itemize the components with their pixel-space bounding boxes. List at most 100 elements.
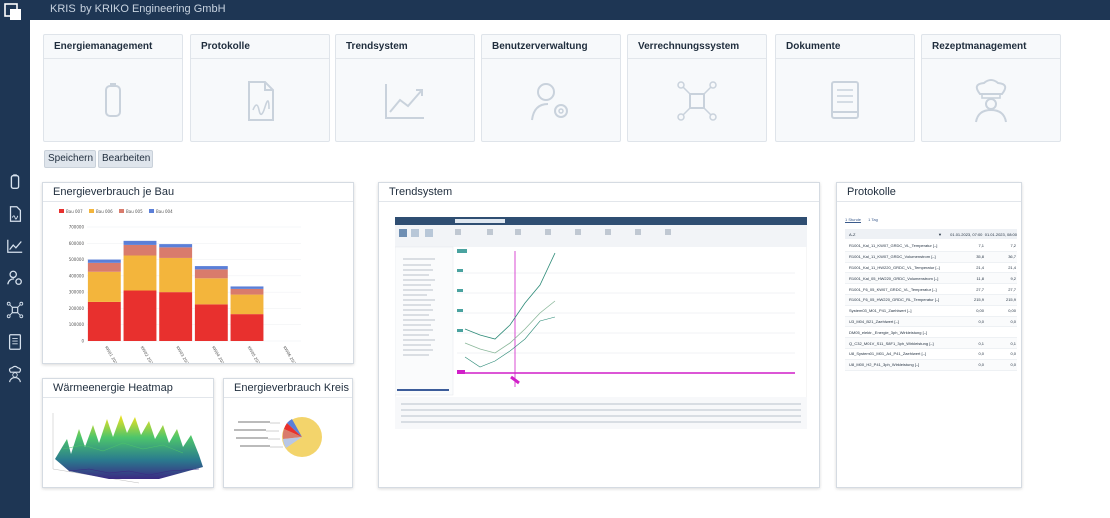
table-row[interactable]: Q_C32_M01V_S11_S8F1_3ph_Wirkleistung [–]… (845, 338, 1017, 349)
row-value-2: 0,0 (1010, 318, 1016, 324)
tile-trendsystem[interactable]: Trendsystem (335, 34, 475, 142)
row-value-2: 0,00 (1008, 308, 1016, 314)
protocols-table-body: R1001_Kal_11_KW07_GRDC_VL_Temperatur [–]… (845, 241, 1017, 371)
chef-icon (922, 77, 1060, 125)
bar-segment (159, 247, 193, 258)
table-row[interactable]: R1001_Kal_11_KW07_GRDC_VL_Temperatur [–]… (845, 241, 1017, 252)
y-tick-label: 200000 (69, 306, 85, 311)
tile-dokumente[interactable]: Dokumente (775, 34, 915, 142)
bar-segment (87, 259, 121, 263)
bar-segment (159, 292, 193, 341)
tile-label: Benutzerverwaltung (492, 41, 588, 52)
table-row[interactable]: U8_M00_H2_P41_3ph_Wirkleistung [–] 0,0 0,0 (845, 359, 1017, 371)
row-name: R1001_Kal_11_HW220_GRDC_VL_Temperatur [–… (849, 264, 940, 270)
bar-segment (123, 244, 157, 256)
panel-title: Wärmeenergie Heatmap (53, 382, 173, 394)
tile-label: Dokumente (786, 41, 841, 52)
row-value-2: 0,0 (1010, 351, 1016, 357)
y-tick-label: 600000 (69, 241, 85, 246)
bar-segment (194, 304, 228, 341)
energy-pie-chart (234, 417, 322, 457)
panel-title: Protokolle (847, 186, 896, 198)
bar-segment (87, 301, 121, 341)
trend-icon (336, 77, 474, 125)
table-row[interactable]: R1001_F6_05_KW07_GRDC_VL_Temperatur [–] 2… (845, 284, 1017, 295)
row-value-1: 11,8 (976, 275, 985, 281)
legend-label: Bau 006 (96, 209, 113, 214)
row-value-2: 36,7 (1008, 254, 1016, 260)
tab-1-stunde[interactable]: 1 Stunde (845, 217, 862, 223)
tile-label: Rezeptmanagement (932, 41, 1027, 52)
table-row[interactable]: U3_M04_B21_Zaehlwert [–] 0,0 0,0 (845, 316, 1017, 328)
y-tick-label: 300000 (69, 290, 85, 295)
row-value-2: 27,7 (1008, 286, 1016, 292)
chef-icon[interactable] (5, 363, 25, 385)
protocols-tabs: 1 Stunde 1 Tag (845, 217, 1017, 223)
tile-protokolle[interactable]: Protokolle (190, 34, 330, 142)
tile-verrechnungssystem[interactable]: Verrechnungssystem (627, 34, 767, 142)
table-row[interactable]: R1001_Kal_05_HW220_GRDC_Volumenstrom [–]… (845, 273, 1017, 285)
x-tick-label: KW05 2024 (247, 345, 263, 363)
bar-segment (194, 278, 228, 305)
network-icon (628, 77, 766, 125)
column-header-az[interactable]: A-Z (849, 231, 856, 237)
y-tick-label: 100000 (69, 322, 85, 327)
row-value-2: 215,9 (1005, 297, 1016, 303)
tile-energiemanagement[interactable]: Energiemanagement (43, 34, 183, 142)
protocols-table-header: A-Z ▼ 01.01.2023, 07:00 01.01.2023, 08:0… (845, 229, 1017, 239)
table-row[interactable]: R1001_Kal_11_HW220_GRDC_VL_Temperatur [–… (845, 262, 1017, 274)
bar-segment (123, 290, 157, 341)
row-name: R1001_Kal_05_HW220_GRDC_Volumenstrom [–] (849, 275, 939, 281)
legend-swatch (119, 209, 124, 213)
battery-icon[interactable] (5, 171, 25, 193)
bar-segment (123, 240, 157, 245)
table-row[interactable]: R1001_Kal_11_KW07_GRDC_Volumenstrom [–] 3… (845, 251, 1017, 263)
company-name: by KRIKO Engineering GmbH (80, 3, 226, 15)
y-tick-label: 400000 (69, 273, 85, 278)
row-value-1: 35,8 (976, 254, 984, 260)
bar-segment (230, 314, 264, 341)
date-col-2: 01.01.2023, 08:00 (984, 231, 1017, 237)
legend-swatch (89, 209, 94, 213)
x-tick-label: KW02 2024 (140, 345, 156, 363)
row-value-1: 21,4 (976, 264, 984, 270)
energy-bar-panel: Energieverbrauch je Bau Bau 007 Bau 006 Ba… (42, 182, 354, 364)
y-tick-label: 700000 (69, 225, 85, 230)
book-icon[interactable] (5, 331, 25, 353)
row-name: U3_M04_B21_Zaehlwert [–] (849, 318, 899, 324)
row-value-1: 27,7 (976, 286, 984, 292)
tile-rezeptmanagement[interactable]: Rezeptmanagement (921, 34, 1061, 142)
table-row[interactable]: System03_M01_P41_Zaehlwert [–] 0,00 0,00 (845, 305, 1017, 317)
pie-panel: Energieverbrauch Kreis (223, 378, 353, 488)
row-name: System03_M01_P41_Zaehlwert [–] (849, 308, 912, 314)
x-tick-label: KW01 2024 (104, 345, 120, 363)
edit-button[interactable]: Bearbeiten (98, 150, 153, 168)
book-icon (776, 77, 914, 125)
network-icon[interactable] (5, 299, 25, 321)
trend-icon[interactable] (5, 235, 25, 257)
battery-icon (44, 77, 182, 125)
table-row[interactable]: R1001_F6_05_HW220_GRDC_RL_Temperatur [–]… (845, 294, 1017, 306)
row-value-1: 0,00 (976, 308, 984, 314)
dashboard: Energiemanagement Protokolle Trendsystem… (30, 20, 1110, 518)
bar-segment (230, 286, 264, 289)
row-value-1: 0,1 (978, 340, 984, 346)
table-row[interactable]: DM05_elektr._Energie_3ph_Wirkleistung [–… (845, 327, 1017, 339)
tile-benutzerverwaltung[interactable]: Benutzerverwaltung (481, 34, 621, 142)
protocols-panel: Protokolle 1 Stunde 1 Tag A-Z ▼ 01.01.20… (836, 182, 1022, 488)
save-button[interactable]: Speichern (44, 150, 96, 168)
document-icon[interactable] (5, 203, 25, 225)
table-row[interactable]: U8_System01_M01_A4_P41_Zaehlwert [–] 0,0 0… (845, 348, 1017, 360)
tab-1-tag[interactable]: 1 Tag (868, 217, 878, 222)
legend-label: Bau 005 (126, 209, 143, 214)
panel-title: Trendsystem (389, 186, 453, 198)
app-logo-icon[interactable] (4, 3, 22, 25)
row-value-2: 9,2 (1010, 275, 1016, 281)
row-value-2: 7,2 (1010, 243, 1016, 249)
legend-label: Bau 004 (156, 209, 173, 214)
top-bar: KRIS by KRIKO Engineering GmbH (0, 0, 1110, 20)
user-gear-icon (482, 77, 620, 125)
user-gear-icon[interactable] (5, 267, 25, 289)
filter-icon[interactable]: ▼ (937, 231, 942, 237)
row-name: U8_M00_H2_P41_3ph_Wirkleistung [–] (849, 362, 920, 368)
